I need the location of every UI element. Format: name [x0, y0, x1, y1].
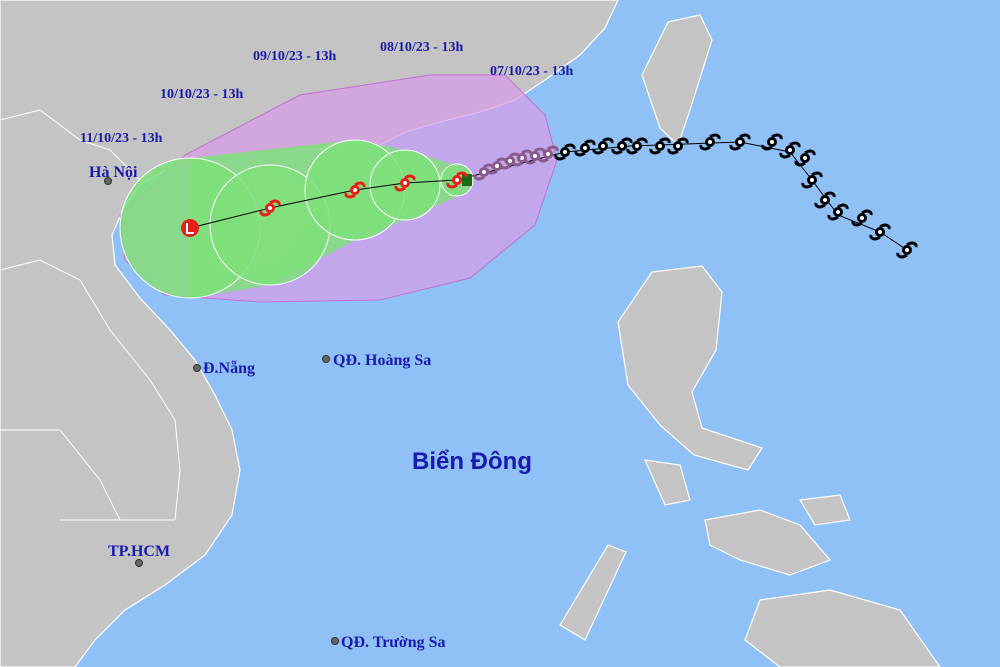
- place-label: Hà Nội: [89, 164, 138, 181]
- track-label: 07/10/23 - 13h: [490, 64, 573, 79]
- luzon: [617, 265, 763, 471]
- current-position: [462, 174, 472, 186]
- place-markers: [104, 177, 339, 645]
- low-pressure: [181, 219, 199, 237]
- track-label: 10/10/23 - 13h: [160, 87, 243, 102]
- track-label: 08/10/23 - 13h: [380, 40, 463, 55]
- place-label: Đ.Nẵng: [203, 360, 255, 377]
- track-label: 09/10/23 - 13h: [253, 49, 336, 64]
- place-label: TP.HCM: [108, 543, 170, 560]
- palawan: [559, 544, 627, 641]
- mindanao: [744, 589, 941, 667]
- track-label: 11/10/23 - 13h: [80, 131, 163, 146]
- taiwan: [641, 14, 713, 147]
- mindoro: [644, 459, 691, 506]
- border: [0, 109, 181, 521]
- place-label: QĐ. Hoàng Sa: [333, 352, 431, 369]
- sea-label: Biển Đông: [412, 448, 532, 475]
- visayas: [704, 494, 851, 576]
- place-label: QĐ. Trường Sa: [341, 634, 446, 651]
- low-symbol: [186, 223, 194, 234]
